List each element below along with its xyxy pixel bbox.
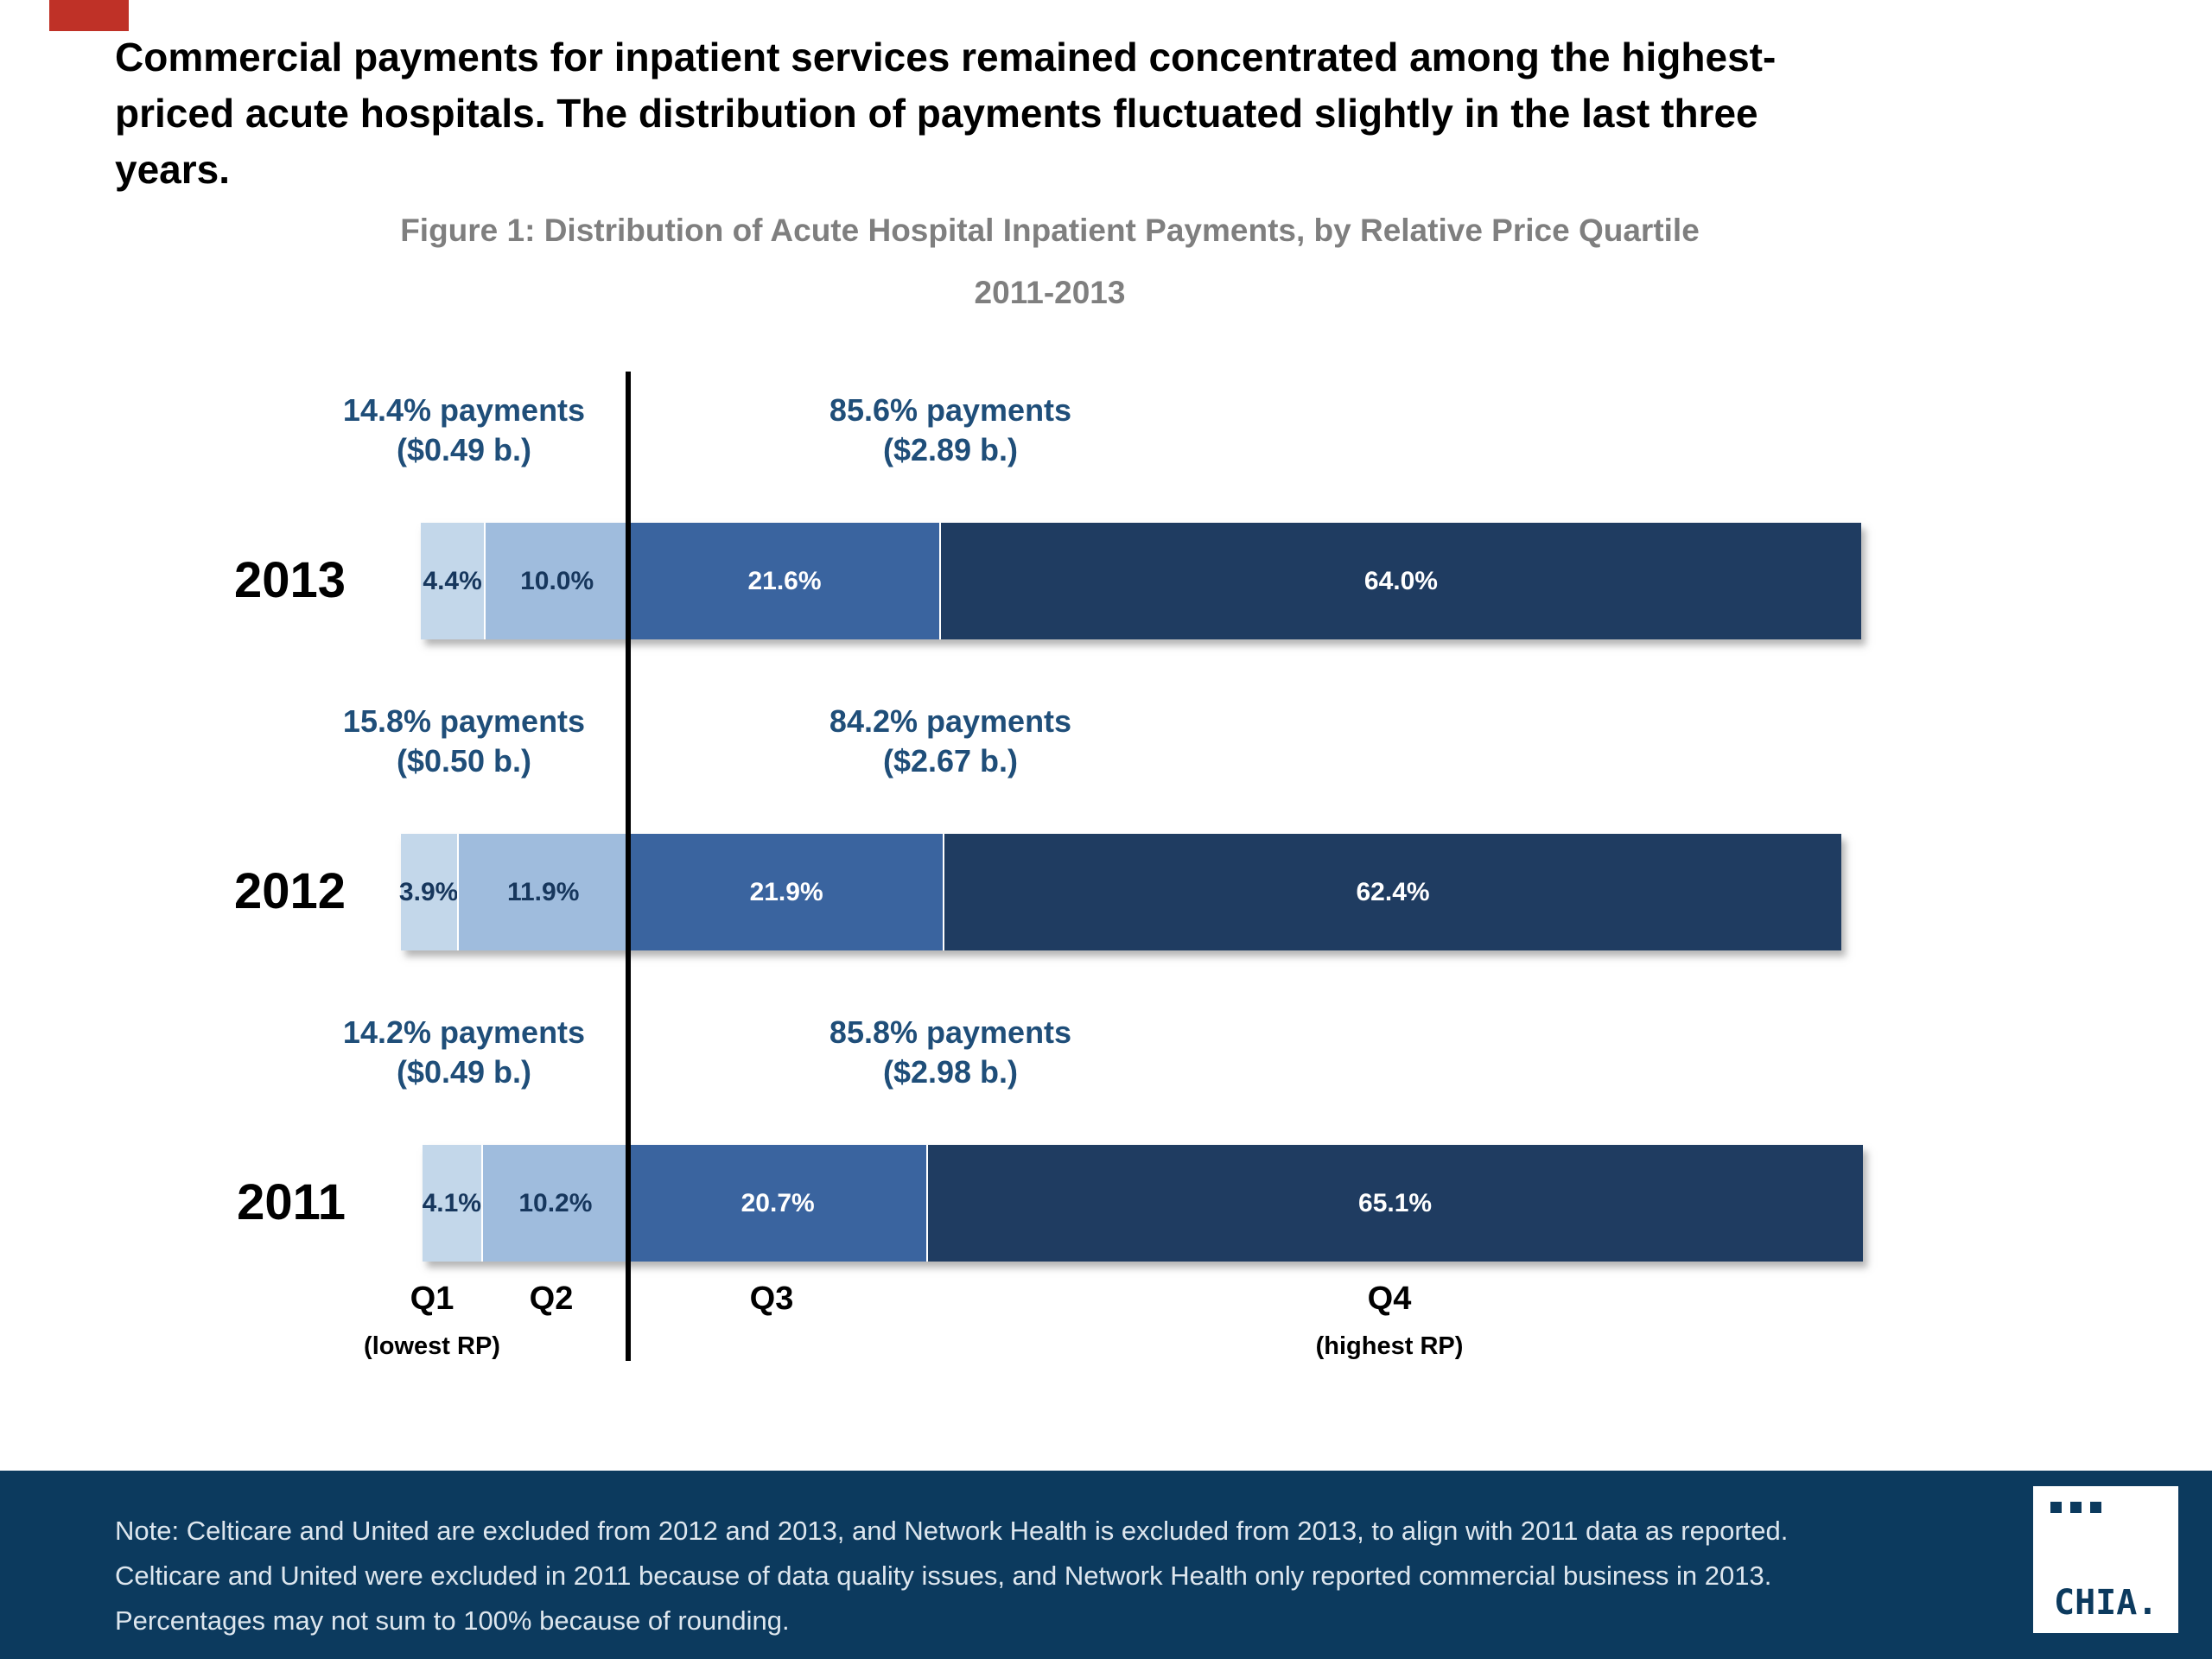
axis-label-q3: Q3 [749,1281,794,1317]
year-label-2012: 2012 [233,863,346,919]
segment-value-label: 21.6% [747,566,822,595]
logo-dot [2050,1502,2062,1513]
segment-value-label: 3.9% [398,877,459,906]
annotation-dollars: ($0.50 b.) [396,743,532,779]
chia-logo: CHIA. [2033,1486,2178,1633]
figure-title: Figure 1: Distribution of Acute Hospital… [400,213,1700,248]
annotation-dollars: ($2.89 b.) [882,432,1019,467]
axis-sub-lowest: (lowest RP) [364,1332,500,1360]
left-annotation-2013: 14.4% payments ($0.49 b.) [196,391,732,470]
bar-segment-q1-2012: 3.9% [398,834,459,950]
right-annotation-2013: 85.6% payments ($2.89 b.) [683,391,1218,470]
page-heading: Commercial payments for inpatient servic… [115,29,2016,198]
segment-value-label: 10.0% [520,566,594,595]
left-annotation-2012: 15.8% payments ($0.50 b.) [196,702,732,781]
chia-logo-text: CHIA. [2054,1583,2158,1623]
note-line-1: Note: Celticare and United are excluded … [115,1516,1789,1546]
note-line-2: Celticare and United were excluded in 20… [115,1560,1772,1591]
heading-line-1: Commercial payments for inpatient servic… [115,35,1777,79]
right-annotation-2012: 84.2% payments ($2.67 b.) [683,702,1218,781]
bar-2011: 4.1% 10.2% 20.7% 65.1% [423,1145,1863,1262]
annotation-percent: 14.4% payments [342,392,586,428]
segment-value-label: 64.0% [1363,566,1438,595]
annotation-percent: 14.2% payments [342,1014,586,1050]
year-label-2011: 2011 [237,1174,346,1230]
bar-segment-q4-2013: 64.0% [939,523,1861,639]
figure-subtitle: 2011-2013 [974,275,1126,310]
segment-value-label: 65.1% [1358,1188,1433,1217]
segment-value-label: 11.9% [506,877,580,906]
axis-label-q4: Q4 [1367,1281,1412,1317]
heading-line-2: priced acute hospitals. The distribution… [115,91,1758,136]
bar-segment-q4-2011: 65.1% [925,1145,1863,1262]
annotation-dollars: ($0.49 b.) [396,1054,532,1090]
bar-2013: 4.4% 10.0% 21.6% 64.0% [420,523,1861,639]
segment-value-label: 62.4% [1356,877,1430,906]
annotation-dollars: ($2.67 b.) [882,743,1019,779]
annotation-percent: 85.8% payments [829,1014,1072,1050]
axis-label-q1: Q1 [410,1281,454,1317]
bar-segment-q4-2012: 62.4% [943,834,1841,950]
heading-line-3: years. [115,147,231,192]
bar-segment-q1-2013: 4.4% [420,523,485,639]
annotation-dollars: ($2.98 b.) [882,1054,1019,1090]
logo-dot [2070,1502,2082,1513]
annotation-percent: 15.8% payments [342,703,586,739]
bar-segment-q2-2011: 10.2% [480,1145,628,1262]
annotation-percent: 84.2% payments [829,703,1072,739]
segment-value-label: 21.9% [749,877,823,906]
bar-segment-q3-2011: 20.7% [627,1145,926,1262]
left-annotation-2011: 14.2% payments ($0.49 b.) [196,1013,732,1092]
bar-segment-q3-2012: 21.9% [627,834,944,950]
annotation-dollars: ($0.49 b.) [396,432,532,467]
chia-logo-dots-icon [2050,1502,2101,1513]
quartile-divider-line [626,372,631,1361]
segment-value-label: 4.4% [423,566,482,595]
year-label-2013: 2013 [233,552,346,608]
bar-segment-q3-2013: 21.6% [627,523,940,639]
bar-segment-q2-2013: 10.0% [484,523,628,639]
axis-sub-highest: (highest RP) [1315,1332,1464,1360]
logo-dot [2090,1502,2101,1513]
segment-value-label: 10.2% [518,1188,593,1217]
right-annotation-2011: 85.8% payments ($2.98 b.) [683,1013,1218,1092]
bar-segment-q2-2012: 11.9% [456,834,628,950]
bar-2012: 3.9% 11.9% 21.9% 62.4% [398,834,1841,950]
note-line-3: Percentages may not sum to 100% because … [115,1605,790,1636]
segment-value-label: 20.7% [741,1188,815,1217]
axis-label-q2: Q2 [529,1281,574,1317]
red-marker [49,0,129,31]
footer-band: Note: Celticare and United are excluded … [0,1471,2212,1659]
annotation-percent: 85.6% payments [829,392,1072,428]
bar-segment-q1-2011: 4.1% [423,1145,481,1262]
segment-value-label: 4.1% [422,1188,481,1217]
